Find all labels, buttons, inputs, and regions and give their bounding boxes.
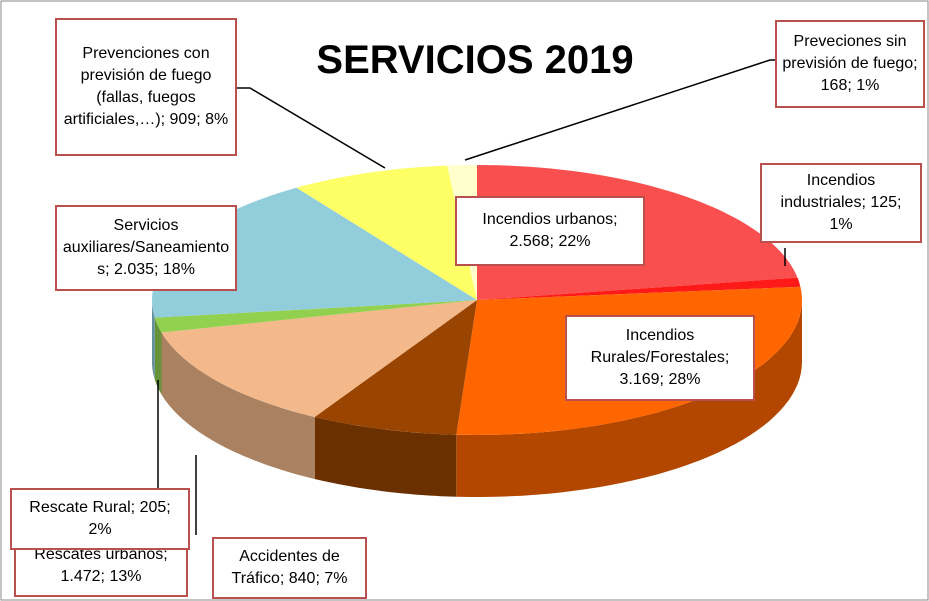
pie-slice (154, 300, 478, 333)
pie-side (152, 300, 155, 380)
data-label: Accidentes de Tráfico; 840; 7% (212, 537, 367, 599)
pie-slice (296, 165, 477, 300)
leader-line (237, 87, 386, 169)
pie-slice (314, 300, 477, 435)
leader-line (464, 59, 775, 161)
data-label: Rescate Rural; 205; 2% (10, 488, 190, 550)
pie-side (161, 332, 315, 479)
data-label: Prevenciones con previsión de fuego (fal… (55, 18, 237, 156)
pie-side (314, 417, 457, 497)
data-label: Incendios urbanos; 2.568; 22% (455, 196, 645, 266)
data-label: Incendios Rurales/Forestales; 3.169; 28% (565, 315, 755, 401)
pie-slice (161, 300, 477, 417)
pie-slice (477, 277, 801, 300)
pie-sides (152, 300, 802, 497)
data-label: Incendios industriales; 125; 1% (760, 163, 922, 243)
data-label: Servicios auxiliares/Saneamientos; 2.035… (55, 205, 237, 291)
pie-side (456, 300, 802, 497)
chart-title: SERVICIOS 2019 (316, 38, 634, 82)
pie-side (154, 317, 162, 395)
data-label: Preveciones sin previsión de fuego; 168;… (775, 20, 925, 108)
leader-lines (157, 59, 786, 535)
